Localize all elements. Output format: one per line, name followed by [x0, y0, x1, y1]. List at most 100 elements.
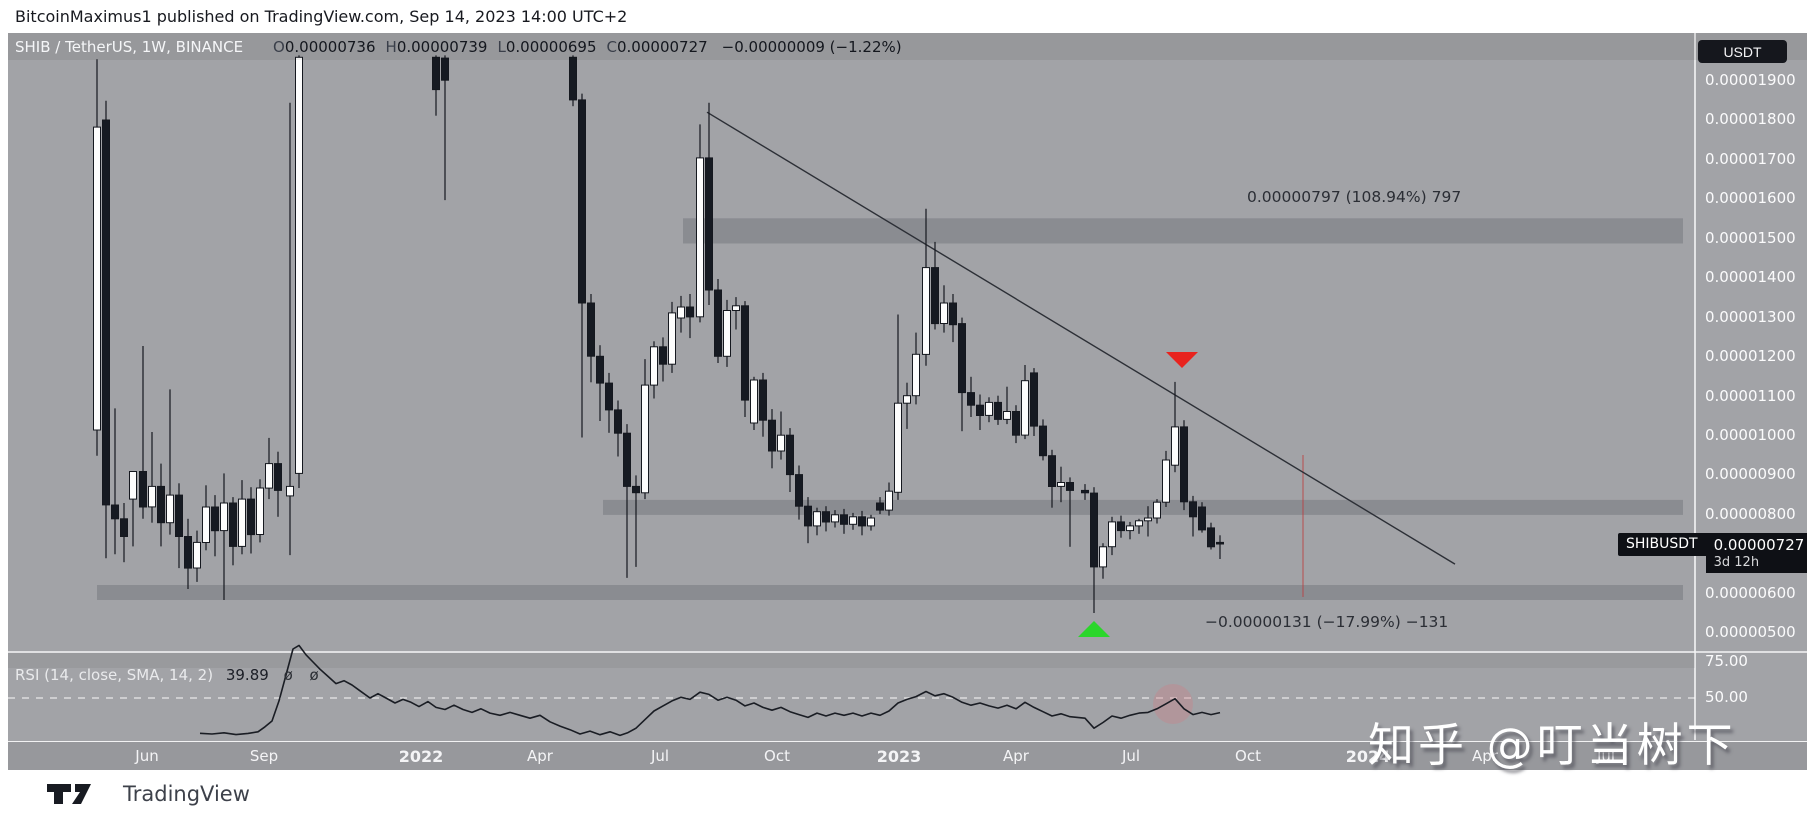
- candle: [1003, 411, 1011, 420]
- price-axis-label: 0.00001900: [1705, 71, 1796, 89]
- time-axis-label: Jul: [1121, 747, 1141, 765]
- currency-toggle-button[interactable]: USDT: [1698, 40, 1787, 63]
- open-value: 0.00000736: [284, 37, 376, 56]
- time-axis-label: 2022: [398, 747, 444, 766]
- candle: [211, 506, 219, 532]
- candle: [867, 517, 875, 527]
- candle: [1039, 425, 1047, 457]
- candle: [295, 56, 303, 474]
- candle: [265, 463, 273, 489]
- close-label: C: [606, 37, 617, 56]
- price-axis-label: 0.00001500: [1705, 228, 1796, 247]
- publish-info-bar: BitcoinMaximus1 published on TradingView…: [0, 0, 1807, 33]
- candle: [1162, 459, 1170, 503]
- support-resistance-band: [97, 585, 1683, 600]
- candle: [1171, 426, 1179, 466]
- time-axis-label: Sep: [249, 747, 279, 765]
- candle: [741, 305, 749, 401]
- price-axis-label: 0.00000800: [1705, 504, 1796, 523]
- candle: [967, 392, 975, 406]
- candle: [578, 99, 586, 304]
- candle: [949, 302, 957, 326]
- rsi-value: 39.89: [225, 666, 269, 684]
- candle: [587, 302, 595, 357]
- candle: [1189, 501, 1197, 518]
- price-axis-label: 0.00001200: [1705, 347, 1796, 366]
- tradingview-brand-text: TradingView: [123, 782, 250, 806]
- price-axis[interactable]: 0.00001900 0.00001800 0.00001700 0.00001600…: [1695, 33, 1807, 740]
- candle: [286, 485, 294, 497]
- time-axis-label: Oct: [764, 747, 790, 765]
- rsi-hidden-values: ø ø: [283, 666, 325, 684]
- candle: [1198, 506, 1206, 531]
- time-axis-label: Apr: [1472, 747, 1498, 765]
- time-axis-label: Jul: [650, 747, 670, 765]
- candle: [1135, 520, 1143, 527]
- candle: [93, 126, 101, 431]
- symbol-legend: SHIB / TetherUS, 1W, BINANCE O 0.00000736…: [8, 33, 1807, 60]
- zhihu-watermark: 知乎 @叮当树下: [1368, 718, 1737, 772]
- decline-measure-label: −0.00000131 (−17.99%) −131: [1205, 613, 1449, 631]
- candle: [157, 485, 165, 524]
- change-value: −0.00000009 (−1.22%): [721, 37, 902, 56]
- candle: [202, 506, 210, 543]
- close-value: 0.00000727: [617, 37, 708, 56]
- candle: [668, 312, 676, 365]
- rsi-indicator-legend: RSI (14, close, SMA, 14, 2) 39.89 ø ø: [15, 666, 325, 684]
- candle: [129, 471, 137, 500]
- time-axis-label: Apr: [1003, 747, 1029, 765]
- price-axis-label: 0.00001800: [1705, 110, 1796, 129]
- candle: [184, 536, 192, 569]
- price-axis-label: 0.00001000: [1705, 425, 1796, 444]
- time-axis-label: Apr: [527, 747, 553, 765]
- candle: [976, 404, 984, 417]
- candle: [432, 56, 440, 91]
- low-value: 0.00000695: [505, 37, 597, 56]
- candle: [714, 289, 722, 357]
- candle: [614, 409, 622, 434]
- candle: [650, 346, 658, 386]
- candle: [238, 498, 246, 547]
- candle: [1048, 455, 1056, 488]
- candle: [903, 395, 911, 404]
- candle: [623, 432, 631, 487]
- candle: [940, 302, 948, 324]
- candle: [696, 157, 704, 318]
- candle: [894, 402, 902, 493]
- candle: [256, 487, 264, 535]
- candle: [822, 511, 830, 523]
- candle: [605, 382, 613, 411]
- candle: [1108, 521, 1116, 548]
- candle: [813, 511, 821, 527]
- rsi-pane[interactable]: [8, 644, 1695, 737]
- symbol-title: SHIB / TetherUS, 1W, BINANCE: [15, 37, 244, 56]
- high-label: H: [385, 37, 397, 56]
- candle: [632, 485, 640, 494]
- sell-signal-triangle-icon: [1166, 352, 1198, 368]
- flag-price: 0.00000727: [1713, 535, 1805, 554]
- candle: [274, 463, 282, 491]
- candle: [139, 471, 147, 508]
- price-axis-label: 0.00000500: [1705, 623, 1796, 642]
- candle: [1081, 489, 1089, 494]
- time-axis-label: Jun: [135, 747, 159, 765]
- candle: [804, 505, 812, 527]
- candle: [659, 346, 667, 365]
- candle: [1153, 501, 1161, 519]
- time-axis-label: Oct: [1235, 747, 1261, 765]
- candle: [1066, 482, 1074, 491]
- price-axis-label: 0.00001700: [1705, 149, 1796, 168]
- price-axis-label: 0.00001600: [1705, 189, 1796, 208]
- candle: [931, 267, 939, 325]
- candle: [723, 310, 731, 357]
- candle: [596, 355, 604, 384]
- candle: [1126, 525, 1134, 532]
- candle: [858, 516, 866, 527]
- time-axis[interactable]: Jun Sep 2022 Apr Jul Oct 2023 Apr Jul Oct 2024 Apr J…: [8, 741, 1807, 770]
- price-pane[interactable]: [93, 55, 1684, 637]
- tradingview-logo[interactable]: TradingView: [45, 782, 250, 806]
- candle: [876, 502, 884, 511]
- bar-countdown: 3d 12h: [1713, 554, 1760, 570]
- candle: [1030, 372, 1038, 427]
